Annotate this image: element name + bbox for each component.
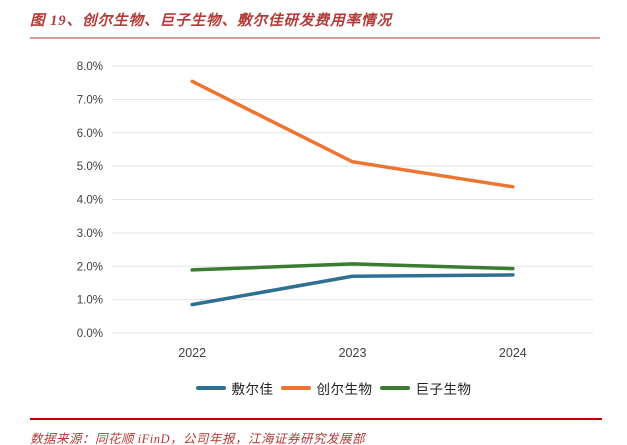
x-tick-label: 2023 [339,346,367,360]
x-tick-label: 2024 [499,346,527,360]
y-tick-label: 6.0% [77,128,103,140]
y-tick-label: 5.0% [77,161,103,173]
legend-swatch-icon [379,386,410,390]
legend-swatch-icon [280,386,311,390]
source-note: 数据来源：同花顺 iFinD，公司年报，江海证券研究发展部 [30,432,365,445]
legend-item-1: 创尔生物 [280,378,373,398]
y-tick-label: 8.0% [77,61,103,73]
chart-legend: 敷尔佳 创尔生物 巨子生物 [40,378,627,398]
x-tick-label: 2022 [178,346,206,360]
legend-label: 敷尔佳 [231,382,274,397]
series-line-2 [190,262,515,272]
y-tick-label: 2.0% [77,261,103,273]
y-tick-label: 7.0% [77,94,103,106]
source-divider [30,418,602,420]
y-tick-label: 4.0% [77,195,103,207]
legend-swatch-icon [195,386,226,390]
legend-label: 巨子生物 [415,382,472,397]
legend-item-2: 巨子生物 [379,378,472,398]
figure-title: 图 19、创尔生物、巨子生物、敷尔佳研发费用率情况 [30,13,393,29]
legend-label: 创尔生物 [316,382,373,397]
line-chart: 0.0% 1.0% 2.0% 3.0% 4.0% 5.0% 6.0% 7.0% 8.0% 2022… [77,61,593,360]
series-line-1 [190,79,515,189]
y-tick-label: 1.0% [77,295,103,307]
y-tick-label: 0.0% [77,328,103,340]
y-tick-label: 3.0% [77,228,103,240]
legend-item-0: 敷尔佳 [195,378,274,398]
series-line-0 [190,273,515,307]
title-divider [30,37,600,39]
